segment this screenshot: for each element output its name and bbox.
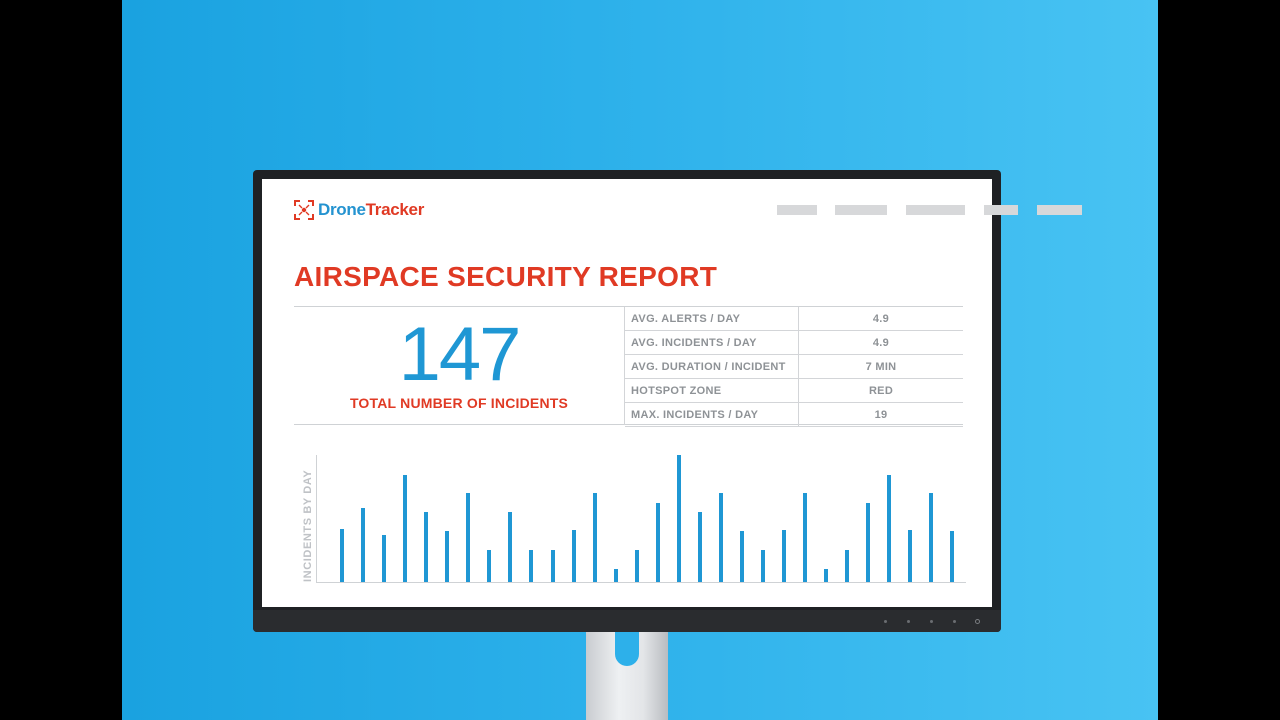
monitor-button-icon[interactable] bbox=[907, 620, 910, 623]
nav-item-4[interactable] bbox=[984, 205, 1018, 215]
nav-item-5[interactable] bbox=[1037, 205, 1082, 215]
stat-value: 7 MIN bbox=[865, 361, 897, 373]
chart-bar bbox=[698, 512, 702, 582]
chart-bar bbox=[403, 475, 407, 582]
target-reticle-icon bbox=[294, 200, 314, 220]
chart-y-axis bbox=[316, 455, 317, 583]
stat-column-divider bbox=[798, 403, 799, 426]
chart-bar bbox=[424, 512, 428, 582]
chart-bar bbox=[572, 530, 576, 582]
monitor-button-icon[interactable] bbox=[953, 620, 956, 623]
chart-bar bbox=[761, 550, 765, 582]
chart-bar bbox=[908, 530, 912, 582]
stats-divider bbox=[624, 307, 625, 425]
stat-label: AVG. DURATION / INCIDENT bbox=[631, 361, 786, 373]
chart-bar bbox=[382, 535, 386, 582]
stats-table: AVG. ALERTS / DAY 4.9 AVG. INCIDENTS / D… bbox=[625, 307, 963, 427]
stat-label: AVG. ALERTS / DAY bbox=[631, 313, 741, 325]
chart-bar bbox=[635, 550, 639, 582]
chart-bar bbox=[656, 503, 660, 582]
background: DroneTracker AIRSPACE SECURITY REPORT 14… bbox=[122, 0, 1158, 720]
logo[interactable]: DroneTracker bbox=[294, 200, 424, 220]
monitor-button-icon[interactable] bbox=[930, 620, 933, 623]
stat-value: 4.9 bbox=[872, 337, 890, 349]
stat-row: MAX. INCIDENTS / DAY 19 bbox=[625, 403, 963, 427]
chart-bar bbox=[466, 493, 470, 582]
total-incidents-value: 147 bbox=[398, 312, 522, 397]
stat-value: 19 bbox=[874, 409, 888, 421]
chart-bar bbox=[740, 531, 744, 582]
chart-bar bbox=[887, 475, 891, 582]
chart-y-axis-label: INCIDENTS BY DAY bbox=[302, 469, 314, 582]
chart-bar bbox=[551, 550, 555, 582]
chart-bar bbox=[445, 531, 449, 582]
stat-value: RED bbox=[868, 385, 894, 397]
stat-row: AVG. DURATION / INCIDENT 7 MIN bbox=[625, 355, 963, 379]
chart-bar bbox=[361, 508, 365, 582]
monitor-chin bbox=[253, 610, 1001, 632]
chart-bar bbox=[719, 493, 723, 582]
page-title: AIRSPACE SECURITY REPORT bbox=[294, 261, 718, 292]
chart-x-axis bbox=[316, 582, 966, 583]
stat-row: HOTSPOT ZONE RED bbox=[625, 379, 963, 403]
chart-bar bbox=[824, 569, 828, 582]
stand-cable-hole bbox=[615, 632, 639, 666]
chart-bar bbox=[677, 455, 681, 582]
incidents-bar-chart bbox=[316, 449, 966, 585]
nav-item-3[interactable] bbox=[906, 205, 965, 215]
chart-bar bbox=[340, 529, 344, 582]
chart-bar bbox=[487, 550, 491, 582]
chart-bar bbox=[845, 550, 849, 582]
nav-item-1[interactable] bbox=[777, 205, 817, 215]
monitor-button-icon[interactable] bbox=[884, 620, 887, 623]
logo-text-tracker: Tracker bbox=[365, 200, 425, 219]
divider-bottom bbox=[294, 424, 963, 425]
nav-item-2[interactable] bbox=[835, 205, 887, 215]
stat-label: HOTSPOT ZONE bbox=[631, 385, 722, 397]
stat-row: AVG. INCIDENTS / DAY 4.9 bbox=[625, 331, 963, 355]
stat-column-divider bbox=[798, 331, 799, 354]
divider-top bbox=[294, 306, 963, 307]
chart-bar bbox=[508, 512, 512, 582]
chart-bar bbox=[782, 530, 786, 582]
monitor-screen: DroneTracker AIRSPACE SECURITY REPORT 14… bbox=[262, 179, 1082, 607]
chart-bar bbox=[614, 569, 618, 582]
chart-bar bbox=[593, 493, 597, 582]
chart-bar bbox=[803, 493, 807, 582]
chart-bar bbox=[529, 550, 533, 582]
logo-text-drone: Drone bbox=[318, 200, 366, 219]
stat-value: 4.9 bbox=[872, 313, 890, 325]
stat-column-divider bbox=[798, 379, 799, 402]
stat-label: MAX. INCIDENTS / DAY bbox=[631, 409, 759, 421]
chart-bar bbox=[950, 531, 954, 582]
stat-row: AVG. ALERTS / DAY 4.9 bbox=[625, 307, 963, 331]
total-incidents-label: TOTAL NUMBER OF INCIDENTS bbox=[349, 395, 569, 411]
power-button-icon[interactable] bbox=[975, 619, 980, 624]
chart-bar bbox=[929, 493, 933, 582]
stat-label: AVG. INCIDENTS / DAY bbox=[631, 337, 757, 349]
chart-bar bbox=[866, 503, 870, 582]
stat-column-divider bbox=[798, 355, 799, 378]
stat-column-divider bbox=[798, 307, 799, 330]
